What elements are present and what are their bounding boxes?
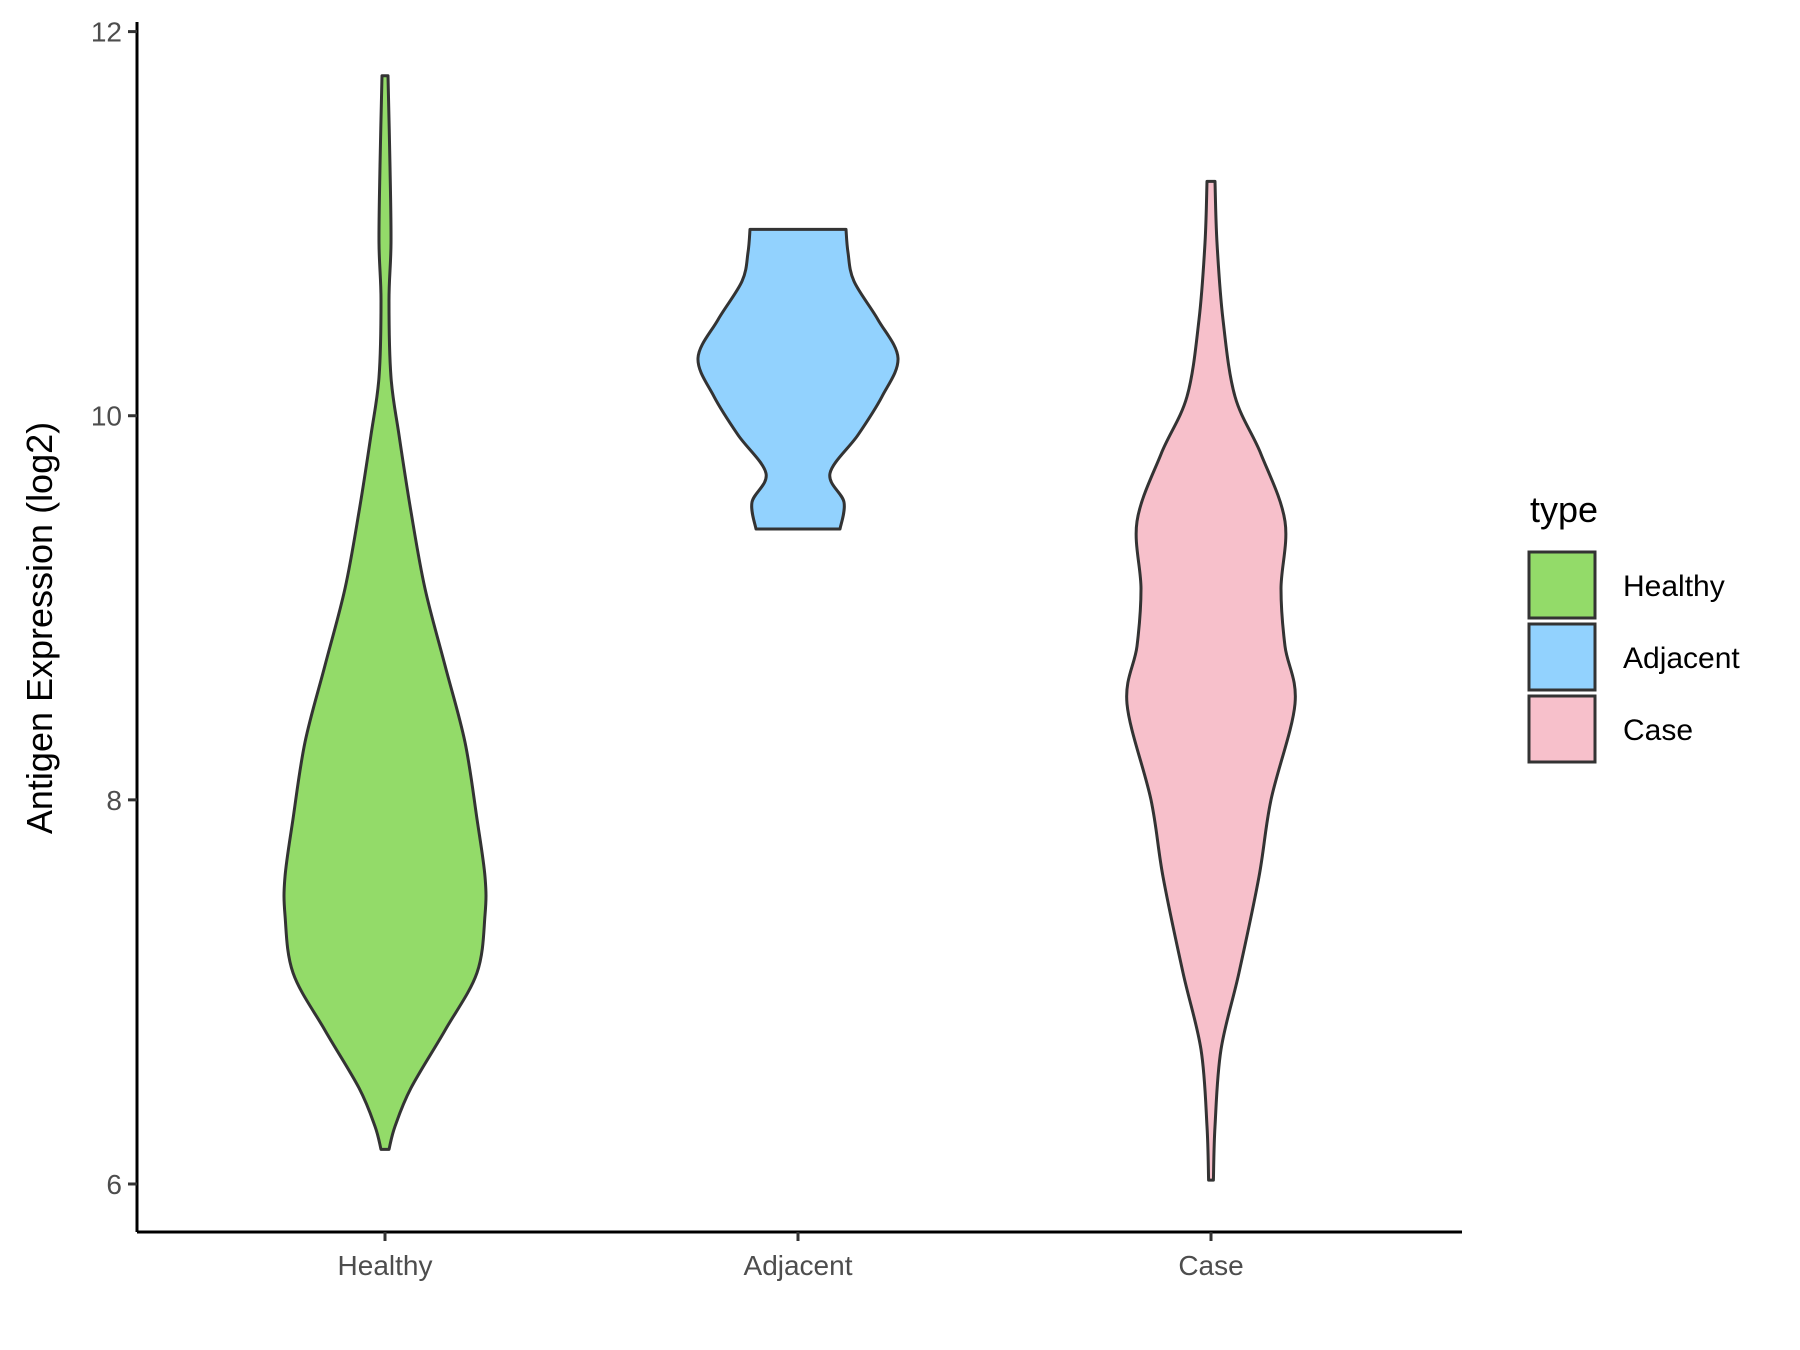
violins-layer: [282, 74, 1297, 1182]
x-ticks: Healthy Adjacent Case: [338, 1232, 1244, 1281]
violin-healthy: [282, 74, 488, 1151]
y-axis-title: Antigen Expression (log2): [19, 422, 60, 834]
legend-label-healthy: Healthy: [1623, 570, 1725, 603]
legend-label-adjacent: Adjacent: [1623, 642, 1740, 675]
violin-adjacent: [696, 227, 900, 531]
legend: type Healthy Adjacent Case: [1527, 489, 1740, 764]
legend-title: type: [1530, 489, 1598, 530]
y-tick-label: 10: [91, 401, 122, 432]
x-tick-label: Healthy: [338, 1250, 433, 1281]
y-tick-label: 12: [91, 17, 122, 48]
violin-case: [1125, 179, 1297, 1182]
y-ticks: 6 8 10 12: [91, 17, 137, 1200]
legend-key-case: [1527, 694, 1597, 764]
x-tick-label: Adjacent: [744, 1250, 853, 1281]
y-tick-label: 8: [106, 785, 122, 816]
legend-label-case: Case: [1623, 714, 1693, 747]
legend-key-healthy: [1527, 550, 1597, 620]
x-tick-label: Case: [1178, 1250, 1243, 1281]
legend-key-adjacent: [1527, 622, 1597, 692]
y-tick-label: 6: [106, 1169, 122, 1200]
